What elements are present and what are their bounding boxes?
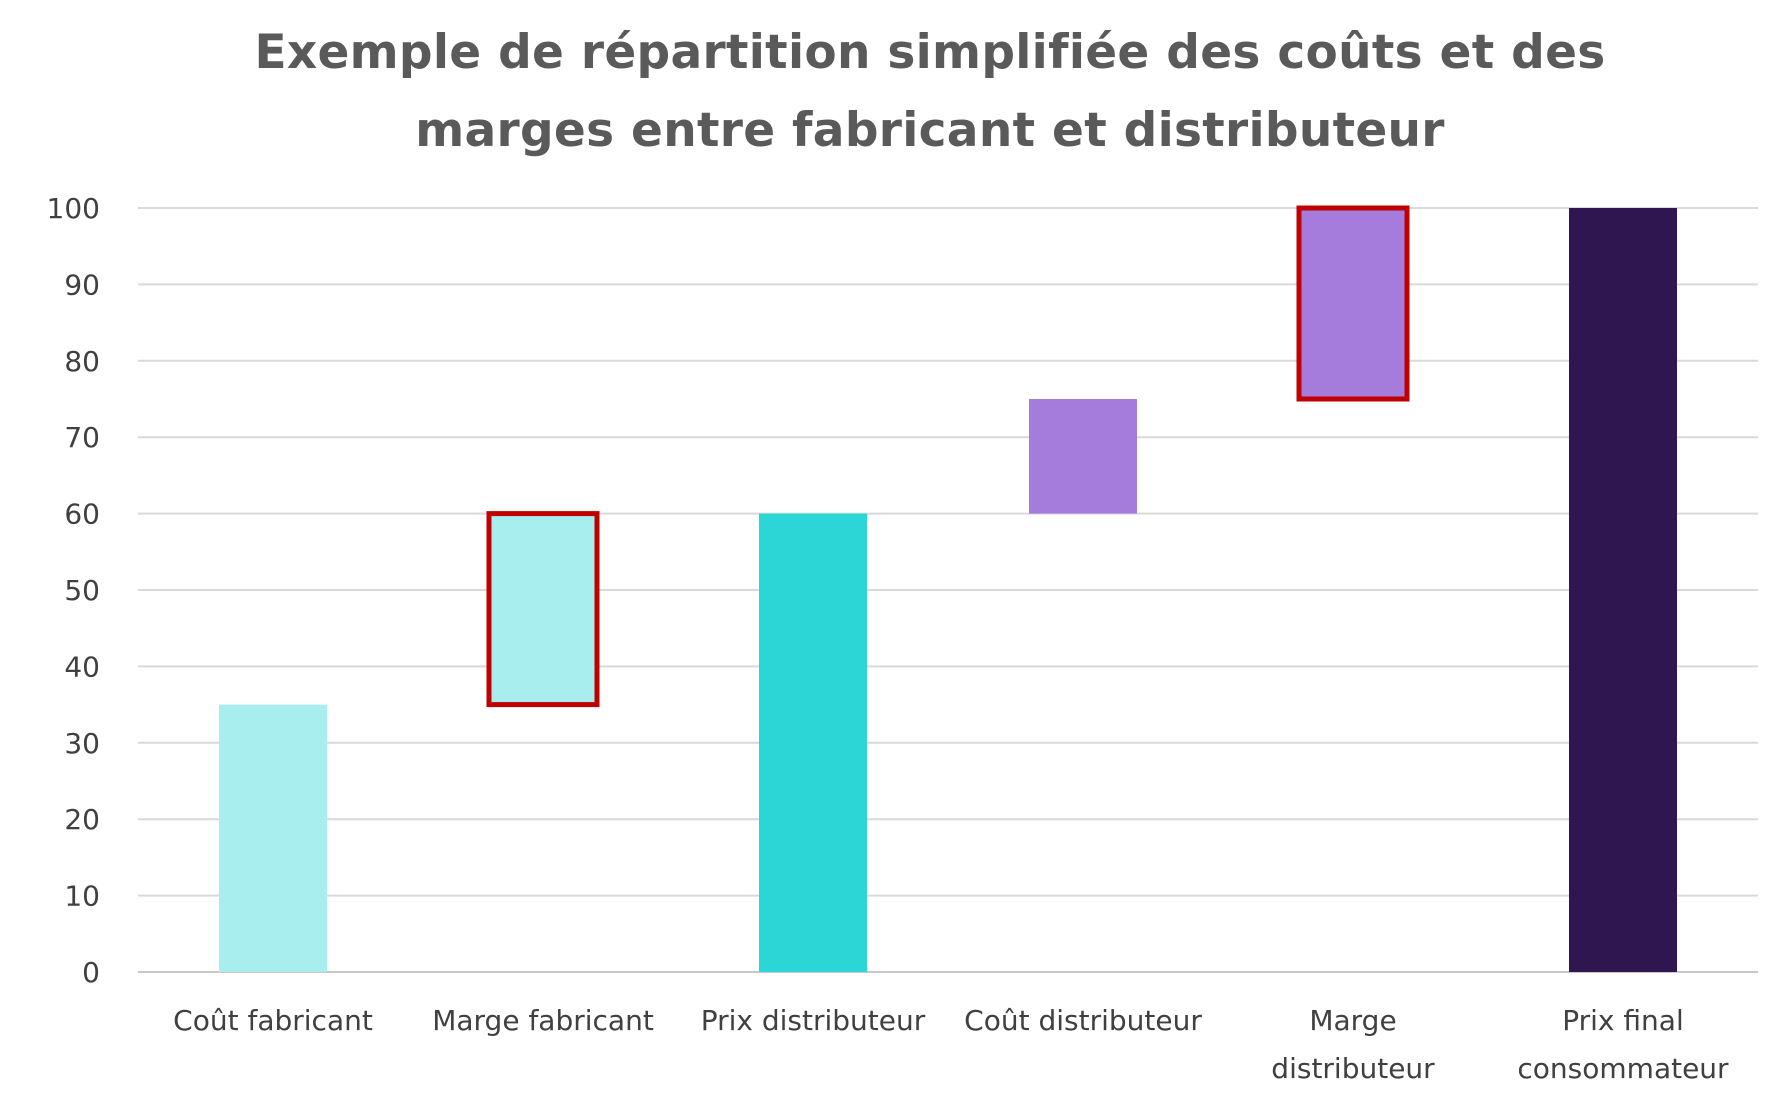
chart-title-line-2: marges entre fabricant et distributeur <box>415 103 1445 158</box>
y-tick-label: 50 <box>64 574 100 607</box>
x-tick-label: distributeur <box>1271 1052 1435 1085</box>
bar-highlighted <box>1296 205 1410 402</box>
x-tick-label: Marge fabricant <box>432 1004 654 1037</box>
x-tick-label: Prix distributeur <box>701 1004 926 1037</box>
bar <box>219 704 327 972</box>
y-tick-label: 60 <box>64 498 100 531</box>
bar <box>1029 399 1137 514</box>
y-tick-label: 10 <box>64 880 100 913</box>
bar <box>1569 208 1677 972</box>
y-tick-label: 80 <box>64 345 100 378</box>
y-tick-label: 30 <box>64 727 100 760</box>
bar-highlighted <box>486 511 600 708</box>
x-tick-label: Coût fabricant <box>173 1004 373 1037</box>
bar <box>759 513 867 972</box>
x-tick-label: Coût distributeur <box>964 1004 1202 1037</box>
chart-title: Exemple de répartition simplifiée des co… <box>140 14 1720 170</box>
y-tick-label: 100 <box>47 192 100 225</box>
x-tick-label: consommateur <box>1517 1052 1729 1085</box>
x-tick-label: Marge <box>1309 1004 1396 1037</box>
y-tick-label: 40 <box>64 650 100 683</box>
chart-title-line-1: Exemple de répartition simplifiée des co… <box>254 25 1606 80</box>
y-tick-label: 20 <box>64 803 100 836</box>
x-tick-label: Prix final <box>1562 1004 1683 1037</box>
y-tick-label: 90 <box>64 268 100 301</box>
y-tick-label: 0 <box>82 956 100 989</box>
y-tick-label: 70 <box>64 421 100 454</box>
